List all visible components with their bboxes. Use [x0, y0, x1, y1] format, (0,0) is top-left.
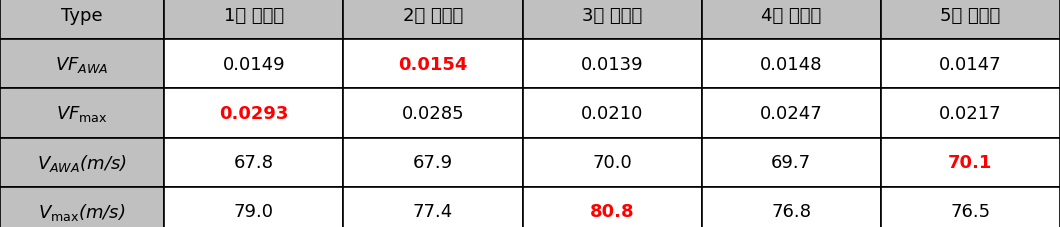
- Text: 0.0147: 0.0147: [939, 56, 1002, 74]
- Text: 77.4: 77.4: [413, 202, 453, 220]
- Bar: [523, 40, 702, 89]
- Bar: [0, 0, 164, 40]
- Bar: [702, 89, 881, 138]
- Bar: [164, 0, 343, 40]
- Text: $V_{\mathrm{max}}$(m/s): $V_{\mathrm{max}}$(m/s): [38, 201, 126, 222]
- Text: 0.0149: 0.0149: [223, 56, 285, 74]
- Bar: [702, 187, 881, 227]
- Bar: [523, 0, 702, 40]
- Text: 67.9: 67.9: [413, 153, 453, 171]
- Text: 1번 케이스: 1번 케이스: [224, 7, 284, 25]
- Bar: [523, 187, 702, 227]
- Bar: [164, 40, 343, 89]
- Text: 0.0293: 0.0293: [219, 105, 288, 122]
- Bar: [343, 0, 523, 40]
- Bar: [0, 40, 164, 89]
- Text: 0.0217: 0.0217: [939, 105, 1002, 122]
- Bar: [343, 138, 523, 187]
- Text: 2번 케이스: 2번 케이스: [403, 7, 463, 25]
- Bar: [881, 0, 1060, 40]
- Text: 76.5: 76.5: [951, 202, 990, 220]
- Bar: [164, 138, 343, 187]
- Text: 3번 케이스: 3번 케이스: [582, 7, 642, 25]
- Text: 5번 케이스: 5번 케이스: [940, 7, 1001, 25]
- Bar: [0, 138, 164, 187]
- Bar: [0, 89, 164, 138]
- Bar: [702, 138, 881, 187]
- Text: 4번 케이스: 4번 케이스: [761, 7, 822, 25]
- Text: 0.0285: 0.0285: [402, 105, 464, 122]
- Bar: [881, 89, 1060, 138]
- Bar: [523, 138, 702, 187]
- Text: $VF_{\mathrm{max}}$: $VF_{\mathrm{max}}$: [56, 104, 108, 123]
- Bar: [881, 187, 1060, 227]
- Bar: [702, 0, 881, 40]
- Bar: [343, 40, 523, 89]
- Bar: [164, 89, 343, 138]
- Text: 0.0154: 0.0154: [399, 56, 467, 74]
- Text: 0.0139: 0.0139: [581, 56, 643, 74]
- Text: 0.0247: 0.0247: [760, 105, 823, 122]
- Text: 80.8: 80.8: [589, 202, 635, 220]
- Text: Type: Type: [61, 7, 103, 25]
- Text: 79.0: 79.0: [234, 202, 273, 220]
- Bar: [343, 89, 523, 138]
- Text: 70.0: 70.0: [593, 153, 632, 171]
- Bar: [881, 40, 1060, 89]
- Bar: [523, 89, 702, 138]
- Text: 0.0210: 0.0210: [581, 105, 643, 122]
- Bar: [702, 40, 881, 89]
- Bar: [881, 138, 1060, 187]
- Text: 70.1: 70.1: [949, 153, 992, 171]
- Bar: [0, 187, 164, 227]
- Text: $V_{AWA}$(m/s): $V_{AWA}$(m/s): [37, 152, 127, 173]
- Text: $VF_{AWA}$: $VF_{AWA}$: [55, 55, 109, 75]
- Bar: [164, 187, 343, 227]
- Text: 67.8: 67.8: [234, 153, 273, 171]
- Text: 0.0148: 0.0148: [760, 56, 823, 74]
- Bar: [343, 187, 523, 227]
- Text: 76.8: 76.8: [772, 202, 811, 220]
- Text: 69.7: 69.7: [772, 153, 811, 171]
